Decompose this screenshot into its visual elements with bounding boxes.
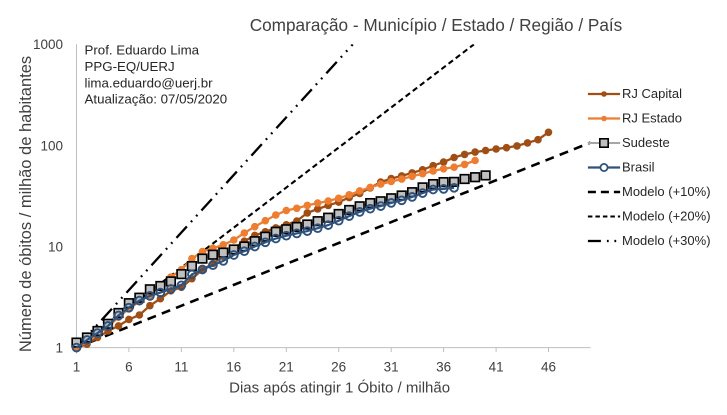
svg-text:46: 46 [541,360,556,375]
svg-text:Número de óbitos / milhão de h: Número de óbitos / milhão de habitantes [17,56,35,352]
svg-text:100: 100 [40,138,63,153]
svg-text:6: 6 [125,360,133,375]
svg-text:10: 10 [48,239,63,254]
svg-text:1000: 1000 [33,37,63,52]
svg-text:Brasil: Brasil [622,160,655,175]
svg-text:Prof. Eduardo Lima: Prof. Eduardo Lima [85,43,200,58]
svg-text:Modelo (+30%): Modelo (+30%) [622,233,711,248]
svg-text:26: 26 [331,360,346,375]
svg-text:Dias após atingir 1 Óbito / mi: Dias após atingir 1 Óbito / milhão [229,380,450,397]
svg-text:31: 31 [384,360,399,375]
svg-text:PPG-EQ/UERJ: PPG-EQ/UERJ [85,59,175,74]
svg-text:21: 21 [279,360,294,375]
svg-text:Modelo (+10%): Modelo (+10%) [622,184,711,199]
svg-text:1: 1 [73,360,81,375]
svg-text:RJ Estado: RJ Estado [622,111,682,126]
svg-text:Modelo (+20%): Modelo (+20%) [622,209,711,224]
svg-text:36: 36 [436,360,451,375]
svg-text:16: 16 [226,360,241,375]
svg-text:1: 1 [55,340,63,355]
svg-text:41: 41 [489,360,504,375]
svg-text:11: 11 [174,360,188,375]
svg-text:lima.eduardo@uerj.br: lima.eduardo@uerj.br [85,75,214,90]
svg-text:Sudeste: Sudeste [622,135,670,150]
svg-text:Atualização: 07/05/2020: Atualização: 07/05/2020 [85,92,228,107]
svg-text:RJ Capital: RJ Capital [622,86,682,101]
svg-text:Comparação - Município / Estad: Comparação - Município / Estado / Região… [250,15,623,35]
